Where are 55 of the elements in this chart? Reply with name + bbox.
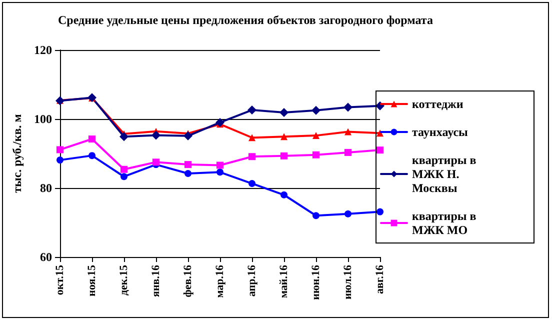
point <box>56 156 64 164</box>
point <box>344 210 352 218</box>
y-tick-label: 100 <box>34 112 52 126</box>
point <box>56 146 64 154</box>
x-tick-label: фев.16 <box>182 264 194 298</box>
point <box>312 212 320 220</box>
point <box>312 151 320 158</box>
point <box>376 208 384 216</box>
point <box>280 152 288 160</box>
point <box>184 170 192 178</box>
x-tick-label: июл.16 <box>342 264 354 300</box>
point <box>280 133 288 140</box>
point <box>184 131 192 140</box>
point <box>280 108 288 117</box>
point <box>120 173 128 180</box>
x-tick-label: авг.16 <box>374 264 386 294</box>
legend-label: коттеджи <box>412 97 464 111</box>
point <box>248 180 256 188</box>
y-tick-label: 60 <box>40 250 52 264</box>
point <box>344 128 352 136</box>
chart-title: Средние удельные цены предложения объектов загородного формата <box>58 13 433 27</box>
point <box>312 106 320 115</box>
legend-label: квартиры в МЖК Н. Москвы <box>412 153 480 195</box>
x-tick-label: май.16 <box>278 264 290 298</box>
point <box>344 102 352 112</box>
legend-label: таунхаусы <box>412 125 469 139</box>
x-tick-label: июн.16 <box>310 264 322 300</box>
point <box>280 191 288 198</box>
point <box>120 166 128 173</box>
point <box>376 146 384 154</box>
y-axis-title: тыс. руб./кв. м <box>10 114 24 193</box>
y-tick-label: 80 <box>40 181 52 195</box>
point <box>184 161 192 168</box>
point <box>88 152 96 160</box>
point <box>248 134 256 142</box>
x-tick-label: апр.16 <box>246 264 258 297</box>
x-tick-label: мар.16 <box>214 264 226 298</box>
legend-label: квартиры в МЖК МО <box>412 209 480 237</box>
point <box>216 168 224 176</box>
y-tick-label: 120 <box>34 43 52 57</box>
x-tick-label: дек.15 <box>118 264 130 296</box>
point <box>216 162 224 169</box>
point <box>120 132 128 142</box>
point <box>88 136 96 143</box>
x-tick-label: ноя.15 <box>86 264 98 296</box>
point <box>248 106 256 115</box>
point <box>216 118 224 127</box>
point <box>152 158 160 166</box>
point <box>344 148 352 156</box>
point <box>152 130 160 140</box>
x-tick-label: янв.16 <box>150 264 162 297</box>
point <box>376 130 384 137</box>
x-tick-label: окт.15 <box>54 264 66 296</box>
point <box>248 153 256 160</box>
point <box>312 132 320 140</box>
